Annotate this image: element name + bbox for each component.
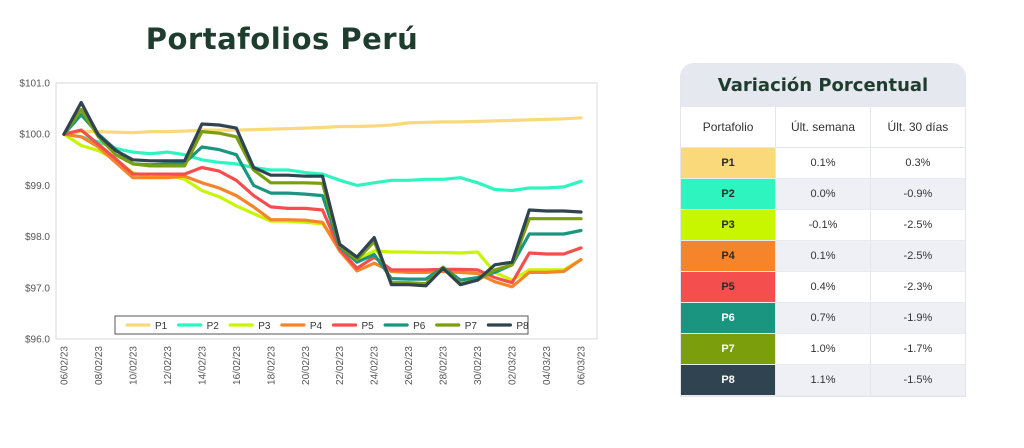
- series-line-p2: [62, 132, 583, 193]
- month-change-cell: -2.5%: [870, 240, 965, 272]
- portfolio-cell: P2: [681, 178, 777, 210]
- y-tick-label: $96.0: [25, 335, 50, 346]
- legend-label: P6: [413, 321, 426, 332]
- legend-label: P8: [516, 321, 529, 332]
- x-tick-label: 10/02/23: [128, 346, 139, 385]
- portfolio-cell: P8: [681, 364, 777, 396]
- table-row: P1 0.1% 0.3%: [681, 147, 965, 179]
- x-tick-label: 18/02/23: [266, 346, 277, 385]
- portfolio-cell: P4: [681, 240, 777, 272]
- col-header-month: Últ. 30 días: [870, 107, 965, 148]
- table-row: P7 1.0% -1.7%: [681, 333, 965, 365]
- legend-box: [114, 315, 529, 335]
- table-row: P4 0.1% -2.5%: [681, 240, 965, 272]
- x-tick-label: 04/03/23: [542, 346, 553, 385]
- col-header-week: Últ. semana: [775, 107, 871, 148]
- month-change-cell: -1.7%: [870, 333, 965, 365]
- x-tick-label: 26/02/23: [404, 346, 415, 385]
- series-line-p7: [62, 107, 583, 286]
- variation-table: Variación Porcentual Portafolio Últ. sem…: [680, 63, 966, 397]
- legend-label: P1: [155, 321, 168, 332]
- series-line-p1: [62, 116, 583, 136]
- table-title: Variación Porcentual: [681, 64, 965, 107]
- x-tick-label: 14/02/23: [197, 346, 208, 385]
- plot-area: [55, 82, 598, 340]
- y-tick-label: $98.0: [25, 232, 50, 243]
- month-change-cell: 0.3%: [870, 147, 965, 179]
- month-change-cell: -1.9%: [870, 302, 965, 334]
- x-tick-label: 06/02/23: [60, 346, 71, 385]
- portfolio-cell: P5: [681, 271, 777, 303]
- table-row: P5 0.4% -2.3%: [681, 271, 965, 303]
- table-row: P8 1.1% -1.5%: [681, 364, 965, 396]
- table-row: P2 0.0% -0.9%: [681, 178, 965, 210]
- x-tick-label: 08/02/23: [94, 346, 105, 385]
- month-change-cell: -2.5%: [870, 209, 965, 241]
- x-tick-label: 02/03/23: [508, 346, 519, 385]
- portfolio-cell: P6: [681, 302, 777, 334]
- series-line-p5: [62, 128, 583, 285]
- x-tick-label: 30/02/23: [473, 346, 484, 385]
- portfolio-cell: P3: [681, 209, 777, 241]
- week-change-cell: -0.1%: [775, 209, 871, 241]
- series-line-p3: [62, 132, 583, 282]
- legend-label: P4: [310, 321, 323, 332]
- series-line-p6: [62, 113, 583, 282]
- week-change-cell: 0.1%: [775, 240, 871, 272]
- month-change-cell: -2.3%: [870, 271, 965, 303]
- table-header-row: Portafolio Últ. semana Últ. 30 días: [681, 107, 965, 148]
- legend-label: P5: [362, 321, 375, 332]
- x-tick-label: 22/02/23: [335, 346, 346, 385]
- legend-label: P2: [207, 321, 220, 332]
- x-tick-label: 16/02/23: [232, 346, 243, 385]
- series-line-p8: [62, 100, 583, 288]
- week-change-cell: 0.7%: [775, 302, 871, 334]
- week-change-cell: 1.1%: [775, 364, 871, 396]
- x-tick-label: 12/02/23: [163, 346, 174, 385]
- month-change-cell: -1.5%: [870, 364, 965, 396]
- week-change-cell: 0.4%: [775, 271, 871, 303]
- x-tick-label: 06/03/23: [577, 346, 588, 385]
- week-change-cell: 0.0%: [775, 178, 871, 210]
- y-tick-label: $100.0: [19, 130, 50, 141]
- series-line-p4: [62, 132, 583, 289]
- legend-label: P3: [258, 321, 271, 332]
- month-change-cell: -0.9%: [870, 178, 965, 210]
- variation-grid: Portafolio Últ. semana Últ. 30 días P1 0.…: [681, 107, 965, 396]
- table-row: P6 0.7% -1.9%: [681, 302, 965, 334]
- x-tick-label: 24/02/23: [370, 346, 381, 385]
- y-tick-label: $97.0: [25, 283, 50, 294]
- x-tick-label: 20/02/23: [301, 346, 312, 385]
- table-row: P3 -0.1% -2.5%: [681, 209, 965, 241]
- y-tick-label: $99.0: [25, 181, 50, 192]
- legend-label: P7: [465, 321, 478, 332]
- week-change-cell: 0.1%: [775, 147, 871, 179]
- x-tick-label: 28/02/23: [439, 346, 450, 385]
- chart-title: Portafolios Perú: [145, 22, 419, 56]
- portfolio-cell: P7: [681, 333, 777, 365]
- col-header-portfolio: Portafolio: [681, 107, 777, 148]
- y-tick-label: $101.0: [19, 79, 50, 90]
- week-change-cell: 1.0%: [775, 333, 871, 365]
- portfolio-cell: P1: [681, 147, 777, 179]
- line-chart: $96.0 $97.0 $98.0 $99.0 $100.0 $101.0 06/02/23…: [0, 60, 620, 448]
